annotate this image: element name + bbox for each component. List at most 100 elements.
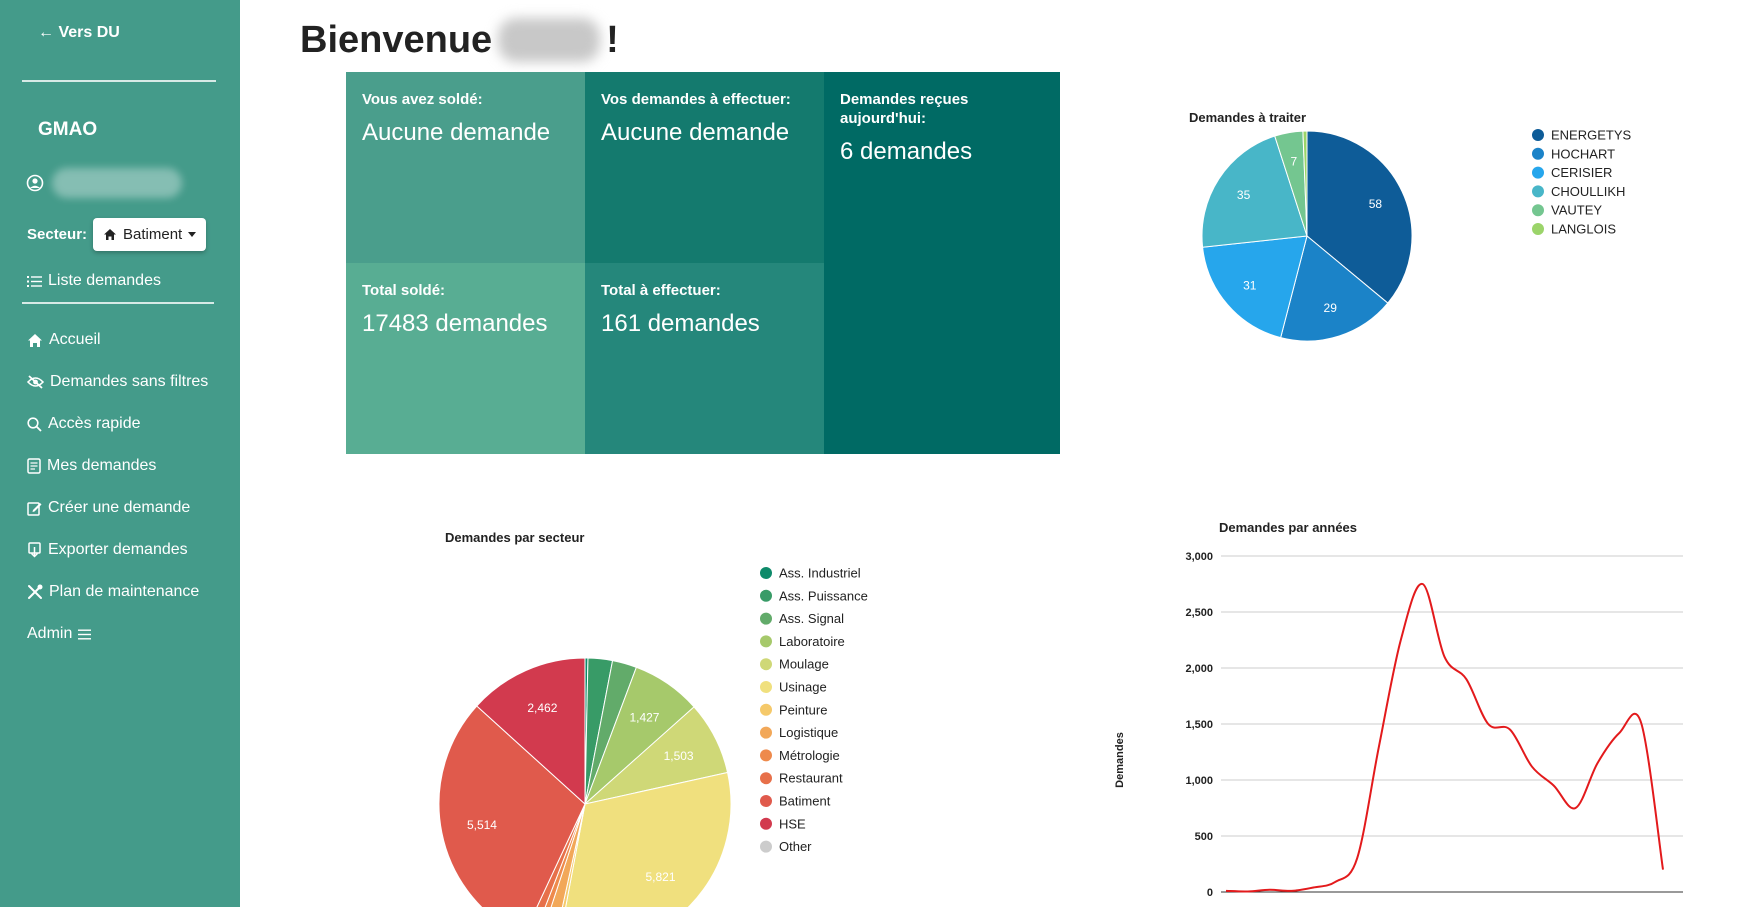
slice-value-label: 1,503	[664, 749, 694, 763]
legend-item-laboratoire[interactable]: Laboratoire	[779, 634, 845, 649]
nav-liste-demandes-label: Liste demandes	[48, 272, 161, 289]
legend-swatch	[760, 589, 772, 602]
chart-title: Demandes par années	[1219, 520, 1357, 535]
slice-value-label: 29	[1324, 301, 1338, 315]
nav-mes-demandes-label: Mes demandes	[47, 457, 157, 474]
legend-item-hochart[interactable]: HOCHART	[1551, 146, 1615, 161]
tile-label: Vos demandes à effectuer:	[601, 91, 791, 108]
legend-item-cerisier[interactable]: CERISIER	[1551, 165, 1612, 180]
legend-item-ass-industriel[interactable]: Ass. Industriel	[779, 566, 861, 581]
legend-swatch	[760, 840, 772, 853]
pie-slice-hochart[interactable]	[1280, 235, 1389, 342]
username-redacted	[52, 168, 182, 198]
home-icon	[104, 229, 117, 240]
nav-demandes-sans-filtres[interactable]: Demandes sans filtres	[27, 373, 208, 391]
pie-slice-usinage[interactable]	[558, 771, 732, 907]
legend-swatch	[760, 612, 772, 625]
nav-accueil[interactable]: Accueil	[27, 331, 101, 349]
line-chart-demandes-par-annees: Demandes par années Demandes 0 500 1,000 1,…	[1114, 520, 1683, 899]
y-axis-label: Demandes	[1114, 732, 1126, 788]
legend-swatch	[760, 567, 772, 579]
slice-value-label: 35	[1237, 188, 1251, 202]
nav-acces-rapide[interactable]: Accès rapide	[27, 415, 141, 433]
tile-total-solde: Total soldé: 17483 demandes	[346, 263, 585, 454]
search-icon	[27, 416, 42, 432]
pie-slice-langlois[interactable]	[1302, 130, 1308, 237]
legend-swatch	[760, 795, 772, 807]
nav-exporter-demandes[interactable]: Exporter demandes	[27, 541, 188, 559]
nav-demandes-sans-filtres-label: Demandes sans filtres	[50, 373, 209, 390]
tile-label: Demandes reçues aujourd'hui:	[840, 91, 969, 127]
y-tick-label: 1,000	[1185, 775, 1213, 787]
legend-item-vautey[interactable]: VAUTEY	[1551, 203, 1602, 218]
tile-value: 6 demandes	[840, 138, 973, 165]
menu-icon	[78, 629, 92, 639]
legend-item-other[interactable]: Other	[779, 839, 812, 854]
sector-dropdown[interactable]: Batiment	[93, 218, 207, 251]
y-tick-label: 1,500	[1185, 719, 1213, 731]
nav-liste-demandes[interactable]: Liste demandes	[27, 272, 161, 290]
pie-slice-energetys[interactable]	[1306, 130, 1413, 304]
slice-value-label: 5,514	[467, 818, 497, 832]
tile-value: Aucune demande	[362, 119, 551, 146]
tile-value: 17483 demandes	[362, 310, 548, 337]
sidebar: ← Vers DU GMAO Secteur: Batiment Liste d…	[0, 0, 240, 907]
nav-admin[interactable]: Admin	[27, 625, 92, 643]
home-icon	[28, 333, 42, 347]
y-tick-label: 2,000	[1185, 663, 1213, 675]
legend-item-hse[interactable]: HSE	[779, 816, 806, 831]
legend-item-energetys[interactable]: ENERGETYS	[1551, 128, 1632, 143]
legend-item-peinture[interactable]: Peinture	[779, 702, 827, 717]
back-link-label: Vers DU	[58, 24, 120, 41]
greeting-prefix: Bienvenue	[300, 18, 493, 61]
nav-creer-demande[interactable]: Créer une demande	[27, 499, 190, 517]
legend-swatch	[1532, 166, 1544, 179]
legend-swatch	[1532, 185, 1544, 198]
caret-down-icon	[188, 232, 197, 237]
pie-slice-cerisier[interactable]	[1202, 235, 1308, 339]
pie-slice-choullikh[interactable]	[1201, 135, 1308, 248]
pie-slice-hse[interactable]	[476, 657, 586, 806]
greeting-suffix: !	[606, 18, 619, 61]
user-info	[26, 168, 182, 198]
legend-item-restaurant[interactable]: Restaurant	[779, 771, 843, 786]
nav-acces-rapide-label: Accès rapide	[48, 415, 141, 432]
legend-item-choullikh[interactable]: CHOULLIKH	[1551, 184, 1625, 199]
pie-slice-batiment[interactable]	[438, 705, 586, 907]
legend-swatch	[760, 749, 772, 762]
legend-item-langlois[interactable]: LANGLOIS	[1551, 222, 1616, 237]
nav-mes-demandes[interactable]: Mes demandes	[27, 457, 156, 475]
legend-item-moulage[interactable]: Moulage	[779, 657, 829, 672]
legend-item-batiment[interactable]: Batiment	[779, 794, 831, 809]
back-link[interactable]: ← Vers DU	[38, 24, 120, 42]
sector-selector: Secteur: Batiment	[27, 218, 207, 251]
legend-swatch	[760, 658, 772, 671]
legend-item-metrologie[interactable]: Métrologie	[779, 748, 840, 763]
list-icon	[27, 275, 42, 287]
download-icon	[28, 542, 41, 558]
sector-label: Secteur:	[27, 226, 88, 243]
nav-plan-maintenance[interactable]: Plan de maintenance	[27, 583, 199, 601]
chart-title: Demandes à traiter	[1189, 110, 1306, 125]
document-list-icon	[27, 458, 41, 474]
legend-swatch	[760, 772, 772, 785]
legend-item-ass-signal[interactable]: Ass. Signal	[779, 611, 844, 626]
legend-item-usinage[interactable]: Usinage	[779, 680, 827, 695]
series-line[interactable]	[1225, 582, 1664, 893]
legend-swatch	[1532, 204, 1544, 217]
user-circle-icon	[26, 174, 44, 192]
tile-vous-avez-solde: Vous avez soldé: Aucune demande	[346, 72, 585, 263]
y-tick-label: 500	[1195, 831, 1213, 843]
pie-chart-demandes-par-secteur: Demandes par secteur 1,427 1,503 5,821 5,51…	[438, 530, 868, 907]
slice-value-label: 2,462	[527, 701, 557, 715]
nav-accueil-label: Accueil	[49, 331, 101, 348]
legend-item-logistique[interactable]: Logistique	[779, 725, 838, 740]
legend-swatch	[760, 726, 772, 739]
sidebar-divider	[22, 302, 214, 304]
tile-value: Aucune demande	[601, 119, 790, 146]
legend-item-ass-puissance[interactable]: Ass. Puissance	[779, 588, 868, 603]
tile-demandes-a-effectuer: Vos demandes à effectuer: Aucune demande	[585, 72, 824, 263]
sector-dropdown-value: Batiment	[123, 226, 183, 243]
y-tick-label: 2,500	[1185, 607, 1213, 619]
slice-value-label: 31	[1243, 278, 1257, 292]
